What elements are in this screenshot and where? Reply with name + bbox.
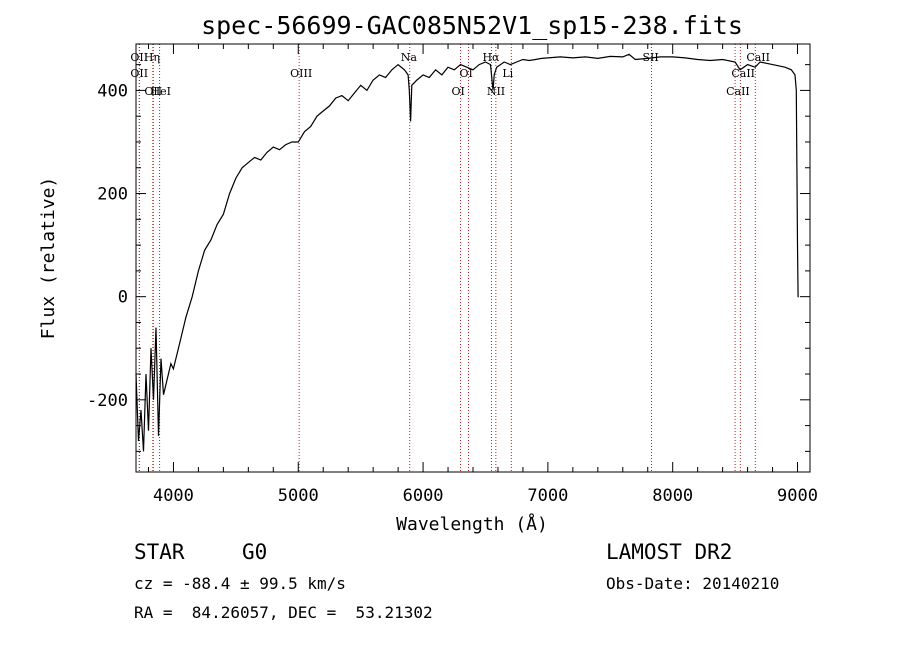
x-tick-label-4: 8000 <box>652 486 693 506</box>
line-label-10: NII <box>487 85 505 98</box>
y-axis-label: Flux (relative) <box>38 177 59 340</box>
line-label-13: CaII <box>726 85 750 98</box>
line-label-5: OIII <box>290 67 312 80</box>
survey-name: LAMOST DR2 <box>606 540 733 564</box>
x-tick-label-0: 4000 <box>153 486 194 506</box>
y-tick-label-3: 400 <box>97 81 128 101</box>
coordinates: RA = 84.26057, DEC = 53.21302 <box>134 603 433 622</box>
line-label-9: Hα <box>482 51 500 64</box>
redshift-velocity: cz = -88.4 ± 99.5 km/s <box>134 574 346 593</box>
line-label-2: OII <box>130 67 148 80</box>
x-tick-label-1: 5000 <box>278 486 319 506</box>
line-label-7: OI <box>452 85 465 98</box>
line-label-4: HeI <box>151 85 171 98</box>
axis-ticks: 4000 5000 6000 7000 8000 9000 -200 0 200 400 <box>87 44 818 506</box>
x-tick-label-2: 6000 <box>403 486 444 506</box>
x-axis-label: Wavelength (Å) <box>396 513 548 535</box>
line-label-0: OII <box>130 51 148 64</box>
y-tick-label-1: 0 <box>118 288 128 308</box>
line-label-6: Na <box>401 51 418 64</box>
spectral-line-markers: OIIHηOIIOIIHeIOIIINaOIOIHαNIILiSIICaIICa… <box>130 44 770 472</box>
x-tick-label-3: 7000 <box>527 486 568 506</box>
y-tick-label-0: -200 <box>87 391 128 411</box>
chart-title: spec-56699-GAC085N52V1_sp15-238.fits <box>201 11 743 40</box>
x-tick-label-5: 9000 <box>777 486 818 506</box>
line-label-11: Li <box>502 67 513 80</box>
line-label-15: CaII <box>746 51 770 64</box>
line-label-3: OII <box>144 85 162 98</box>
observation-date: Obs-Date: 20140210 <box>606 574 780 593</box>
object-subclass: G0 <box>242 540 268 564</box>
object-class: STAR <box>134 540 185 564</box>
line-label-1: Hη <box>144 51 160 64</box>
line-label-8: OI <box>460 67 473 80</box>
line-label-14: CaII <box>731 67 755 80</box>
spectrum-series <box>135 53 799 452</box>
y-tick-label-2: 200 <box>97 185 128 205</box>
spectrum-line-0 <box>135 53 799 452</box>
plot-frame <box>135 43 811 473</box>
